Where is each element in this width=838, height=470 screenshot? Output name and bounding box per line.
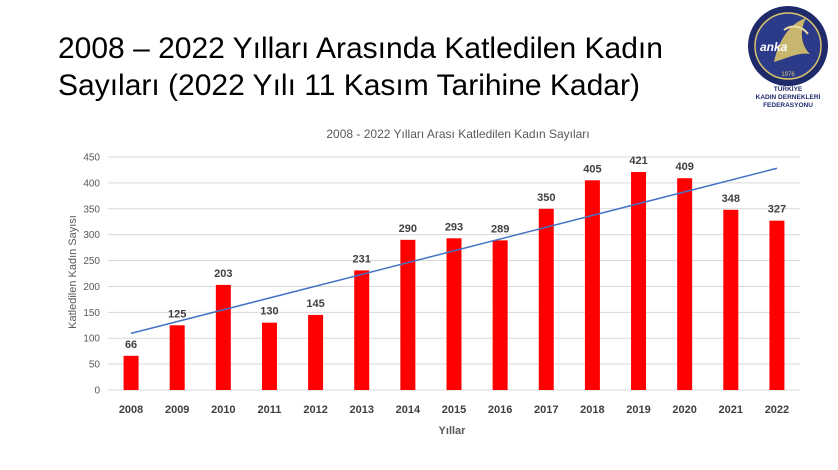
bar [677,178,693,390]
y-tick-label: 450 [83,153,100,164]
x-tick-label: 2011 [258,404,282,416]
bar [446,238,462,390]
x-tick-label: 2014 [396,404,421,416]
x-axis-title: Yıllar [439,425,467,437]
x-tick-label: 2009 [165,404,189,416]
bar [769,220,785,390]
bar [215,284,231,390]
data-label: 327 [768,204,786,216]
data-label: 231 [353,253,371,265]
logo-year: 1976 [781,72,795,78]
bar [400,239,416,390]
x-tick-label: 2022 [765,404,789,416]
data-label: 145 [306,298,324,310]
bar [492,240,508,390]
y-tick-label: 150 [83,308,100,319]
trendline-line [130,167,778,335]
data-label: 203 [214,268,232,280]
logo-caption: TÜRKİYE KADIN DERNEKLERİ FEDERASYONU [740,86,836,110]
x-tick-label: 2020 [672,404,696,416]
x-tick-label: 2016 [488,404,512,416]
data-label: 66 [125,339,137,351]
y-axis-title: Katledilen Kadın Sayısı [67,215,79,329]
x-axis-ticks: 2008 2009 2010 2011 2012 2013 2014 2015 2016 2017… [119,404,789,416]
slide-title: 2008 – 2022 Yılları Arasında Katledilen … [58,30,698,104]
slide-title-line2: Sayıları (2022 Yılı 11 Kasım Tarihine Ka… [58,69,640,102]
logo-caption-line: FEDERASYONU [763,102,813,109]
chart-title: 2008 - 2022 Yılları Arası Katledilen Kad… [326,127,589,141]
bar [631,172,647,390]
y-tick-label: 400 [83,178,100,189]
y-tick-label: 250 [83,256,100,267]
logo-wordmark: anka [760,40,788,54]
data-label: 405 [583,163,601,175]
bars [123,172,785,390]
y-axis-ticks: 0 50 100 150 200 250 300 350 400 450 [83,153,100,397]
x-tick-label: 2017 [534,404,558,416]
logo-caption-line: TÜRKİYE [773,86,803,93]
y-tick-label: 350 [83,204,100,215]
data-label: 348 [722,193,740,205]
x-tick-label: 2010 [211,404,235,416]
bar [123,355,139,390]
data-label: 409 [675,161,693,173]
data-label: 289 [491,223,509,235]
data-label: 125 [168,308,186,320]
bar [354,270,370,390]
x-tick-label: 2021 [719,404,743,416]
bar [308,314,324,390]
data-label: 290 [399,223,417,235]
data-labels: 66 125 203 130 145 231 290 293 289 350 405 421 409 34… [125,155,786,351]
logo-caption-line: KADIN DERNEKLERİ [755,94,821,101]
y-tick-label: 50 [89,360,101,371]
y-tick-label: 100 [83,334,100,345]
x-tick-label: 2019 [626,404,650,416]
bar [169,325,185,390]
bar [584,180,600,390]
x-tick-label: 2018 [580,404,604,416]
data-label: 130 [260,306,278,318]
slide-title-line1: 2008 – 2022 Yılları Arasında Katledilen … [58,32,663,65]
y-tick-label: 300 [83,230,100,241]
trendline [130,167,778,335]
bar [723,209,739,390]
bar [538,208,554,390]
x-tick-label: 2013 [349,404,373,416]
data-label: 350 [537,192,555,204]
x-tick-label: 2015 [442,404,466,416]
y-tick-label: 200 [83,282,100,293]
x-tick-label: 2012 [303,404,327,416]
y-tick-label: 0 [94,386,100,397]
data-label: 421 [629,155,647,167]
federation-logo-icon: anka 1976 [748,6,828,86]
data-label: 293 [445,221,463,233]
bar [261,322,277,390]
x-tick-label: 2008 [119,404,143,416]
